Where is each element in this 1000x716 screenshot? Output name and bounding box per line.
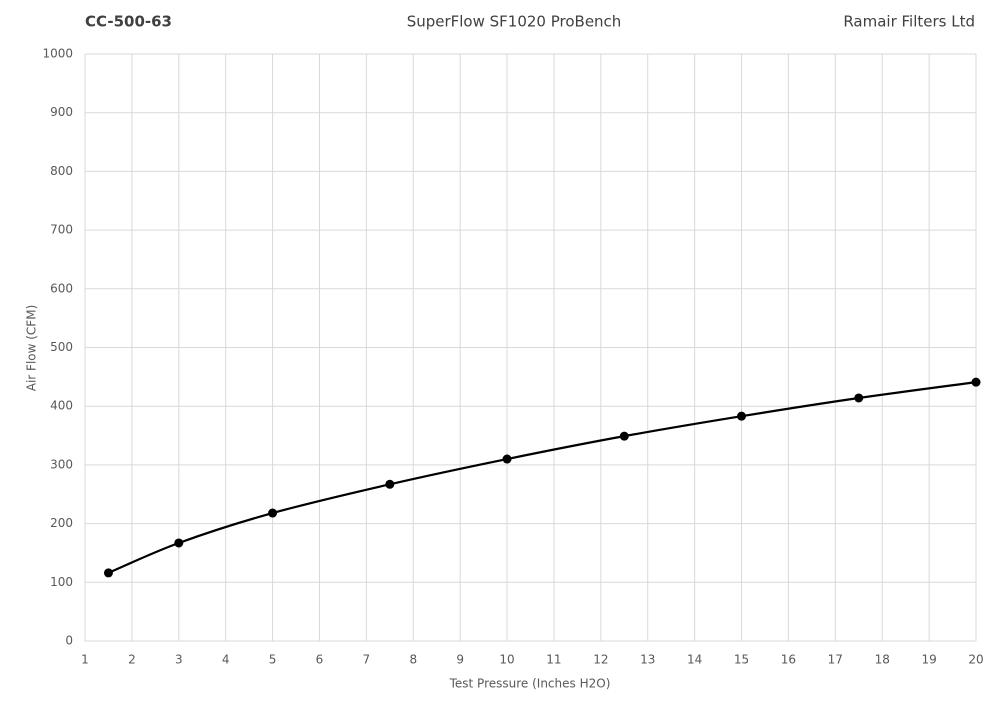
x-tick-label: 14 bbox=[687, 653, 702, 667]
data-point bbox=[502, 454, 512, 464]
x-tick-label: 19 bbox=[921, 653, 936, 667]
x-tick-label: 1 bbox=[81, 653, 89, 667]
y-tick-label: 1000 bbox=[42, 47, 73, 61]
x-tick-label: 2 bbox=[128, 653, 136, 667]
data-point bbox=[385, 479, 395, 489]
y-tick-label: 100 bbox=[50, 575, 73, 589]
x-tick-label: 17 bbox=[828, 653, 843, 667]
y-tick-label: 200 bbox=[50, 516, 73, 530]
data-point bbox=[619, 431, 629, 441]
x-tick-label: 11 bbox=[546, 653, 561, 667]
data-point bbox=[268, 508, 278, 518]
x-tick-label: 7 bbox=[363, 653, 371, 667]
x-tick-label: 6 bbox=[316, 653, 324, 667]
y-axis-label: Air Flow (CFM) bbox=[25, 305, 39, 392]
right-title: Ramair Filters Ltd bbox=[843, 13, 975, 31]
y-tick-label: 0 bbox=[65, 634, 73, 648]
x-tick-label: 10 bbox=[499, 653, 514, 667]
x-tick-label: 16 bbox=[781, 653, 796, 667]
data-point bbox=[174, 538, 184, 548]
y-tick-label: 600 bbox=[50, 281, 73, 295]
x-tick-label: 13 bbox=[640, 653, 655, 667]
data-point bbox=[971, 377, 981, 387]
data-point bbox=[103, 568, 113, 578]
x-tick-label: 9 bbox=[456, 653, 464, 667]
data-point bbox=[854, 393, 864, 403]
data-point bbox=[737, 411, 747, 421]
y-tick-label: 800 bbox=[50, 164, 73, 178]
x-tick-label: 20 bbox=[968, 653, 983, 667]
x-tick-label: 5 bbox=[269, 653, 277, 667]
y-tick-label: 700 bbox=[50, 223, 73, 237]
x-axis-label: Test Pressure (Inches H2O) bbox=[449, 677, 611, 691]
y-tick-label: 900 bbox=[50, 105, 73, 119]
y-tick-label: 500 bbox=[50, 340, 73, 354]
x-tick-label: 18 bbox=[875, 653, 890, 667]
x-tick-label: 15 bbox=[734, 653, 749, 667]
x-tick-label: 4 bbox=[222, 653, 230, 667]
data-line bbox=[108, 381, 977, 574]
x-tick-label: 8 bbox=[409, 653, 417, 667]
left-title: CC-500-63 bbox=[85, 13, 172, 31]
x-tick-label: 3 bbox=[175, 653, 183, 667]
y-tick-label: 400 bbox=[50, 399, 73, 413]
chart-title: SuperFlow SF1020 ProBench bbox=[407, 13, 622, 31]
x-tick-label: 12 bbox=[593, 653, 608, 667]
y-tick-label: 300 bbox=[50, 457, 73, 471]
